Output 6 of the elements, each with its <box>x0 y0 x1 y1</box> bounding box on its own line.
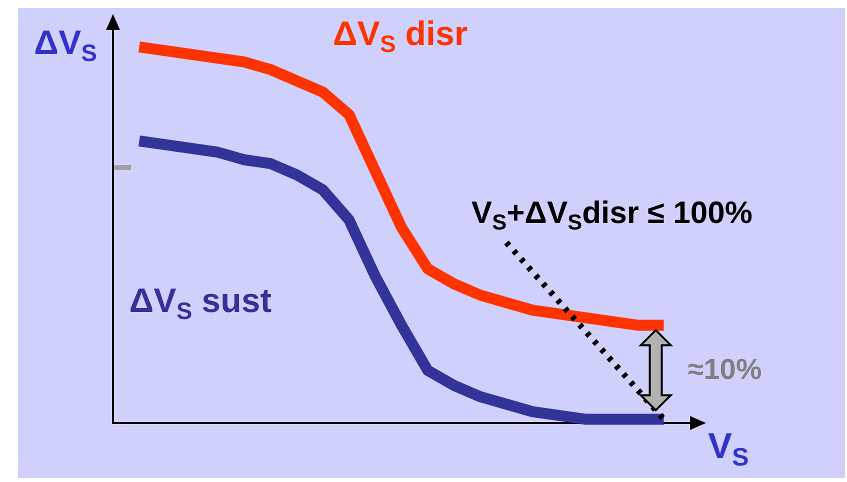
series-label: ΔV$_{S}$ disr <box>332 14 468 58</box>
y-axis-title: ΔV$_{S}$ <box>34 24 97 68</box>
annotation: ≈10% <box>688 354 762 386</box>
series-label: V$_{S}$+ΔV$_{S}$disr ≤ 100% <box>471 195 752 235</box>
text: ΔV$_{S}$ sust <box>129 282 272 325</box>
x-axis-title: V$_{S}$ <box>708 425 749 472</box>
